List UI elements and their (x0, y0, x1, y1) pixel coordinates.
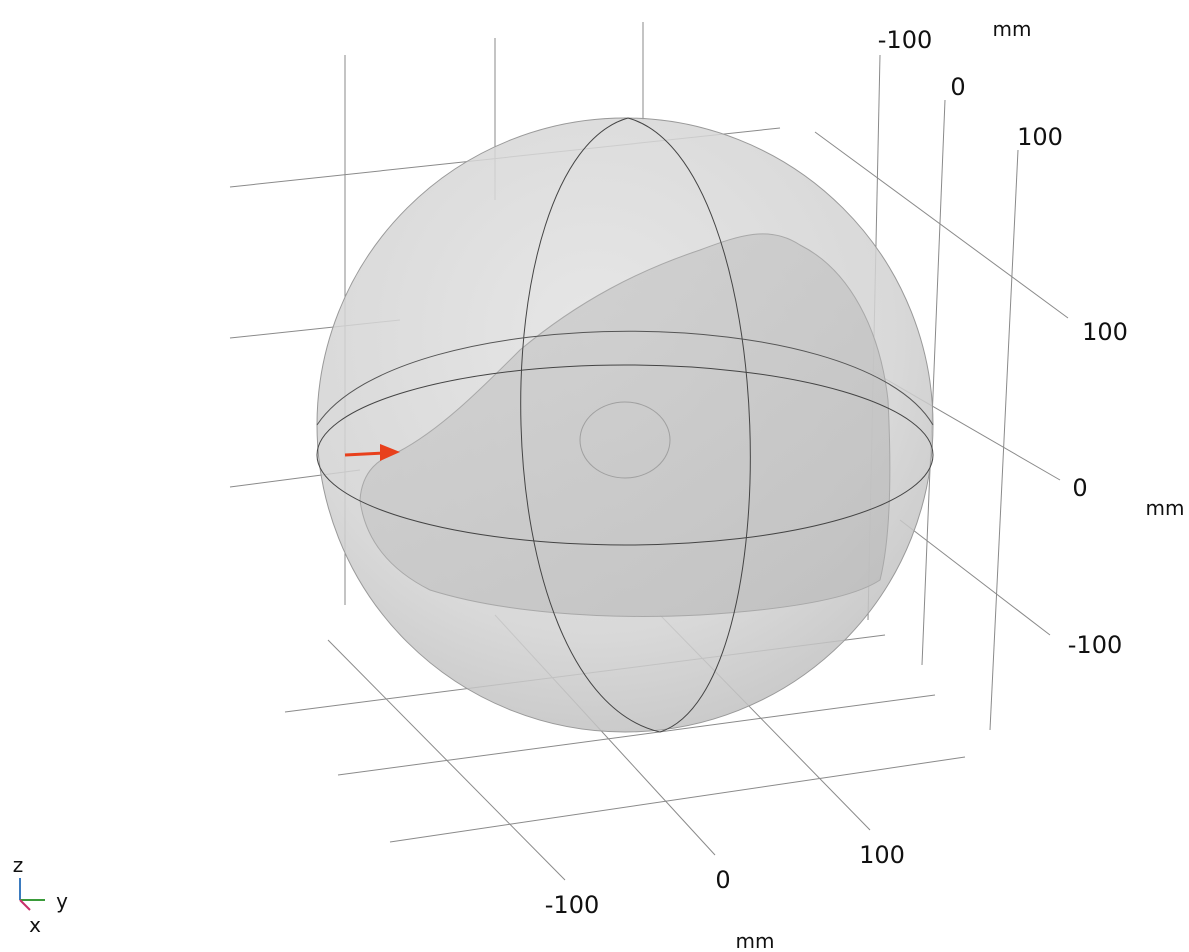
triad-label: z (13, 853, 24, 877)
tick-label: -100 (1068, 631, 1122, 659)
unit-label: mm (736, 929, 775, 952)
viewport: -100 0 100 mm 100 0 -100 mm -100 0 100 m… (0, 0, 1189, 952)
tick-label: 0 (1072, 474, 1087, 502)
tick-label: 0 (950, 73, 965, 101)
tick-label: -100 (878, 26, 932, 54)
tick-label: 100 (859, 841, 905, 869)
triad-label: x (29, 913, 41, 937)
tick-label: 100 (1017, 123, 1063, 151)
arrow-shaft (345, 453, 385, 455)
tick-label: 100 (1082, 318, 1128, 346)
triad-label: y (56, 889, 68, 913)
unit-label: mm (1146, 496, 1185, 520)
axis-triad: z y x (13, 853, 68, 937)
tick-label: 0 (715, 866, 730, 894)
tick-label: -100 (545, 891, 599, 919)
unit-label: mm (993, 17, 1032, 41)
